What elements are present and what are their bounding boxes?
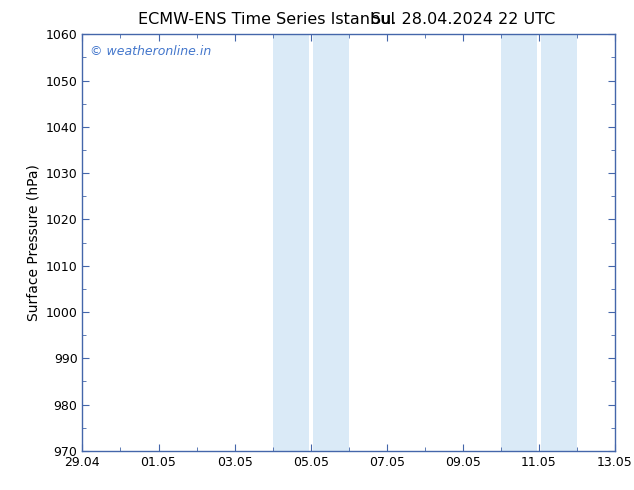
Text: ECMW-ENS Time Series Istanbul: ECMW-ENS Time Series Istanbul xyxy=(138,12,395,27)
Bar xyxy=(273,34,309,451)
Text: © weatheronline.in: © weatheronline.in xyxy=(91,45,212,58)
Y-axis label: Surface Pressure (hPa): Surface Pressure (hPa) xyxy=(26,164,40,321)
Bar xyxy=(541,34,577,451)
Bar xyxy=(501,34,537,451)
Text: Su. 28.04.2024 22 UTC: Su. 28.04.2024 22 UTC xyxy=(371,12,555,27)
Bar xyxy=(313,34,349,451)
